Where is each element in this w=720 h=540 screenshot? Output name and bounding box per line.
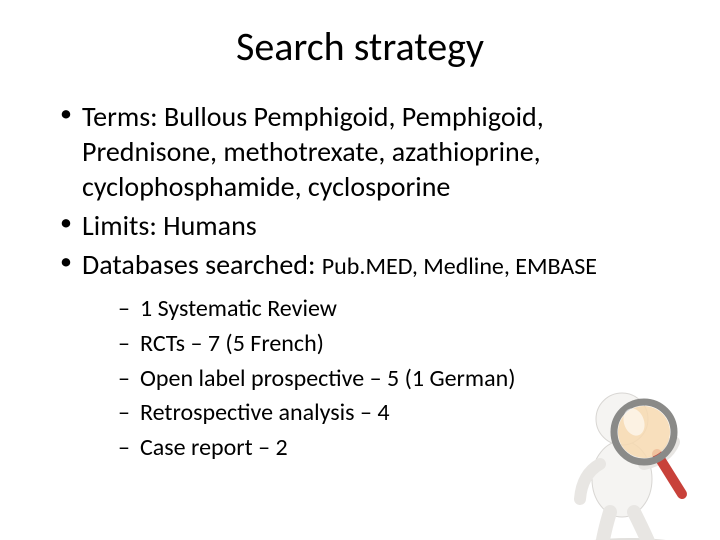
bullet-terms: Terms: Bullous Pemphigoid, Pemphigoid, P… — [60, 99, 684, 204]
slide: Search strategy Terms: Bullous Pemphigoi… — [0, 22, 720, 540]
sub-bullet: Case report – 2 — [118, 431, 684, 466]
sub-bullet: Open label prospective – 5 (1 German) — [118, 362, 684, 397]
sub-bullet: 1 Systematic Review — [118, 292, 684, 327]
figure-leg-left-icon — [602, 512, 610, 540]
bullet-limits: Limits: Humans — [60, 208, 684, 243]
bullet-text: Terms: Bullous Pemphigoid, Pemphigoid, P… — [82, 99, 544, 204]
figure-leg-right-icon — [634, 512, 650, 540]
slide-title: Search strategy — [0, 22, 720, 71]
bullet-databases: Databases searched: Pub.MED, Medline, EM… — [60, 247, 684, 466]
sub-bullet-list: 1 Systematic Review RCTs – 7 (5 French) … — [82, 292, 684, 466]
sub-bullet-text: Retrospective analysis – 4 — [140, 398, 390, 427]
sub-bullet-text: Case report – 2 — [140, 433, 288, 462]
figure-arm-left-icon — [580, 464, 600, 499]
bullet-detail: Pub.MED, Medline, EMBASE — [322, 252, 597, 281]
main-bullet-list: Terms: Bullous Pemphigoid, Pemphigoid, P… — [0, 99, 720, 466]
sub-bullet: Retrospective analysis – 4 — [118, 396, 684, 431]
bullet-label: Databases searched: — [82, 247, 322, 282]
sub-bullet-text: 1 Systematic Review — [140, 294, 337, 323]
sub-bullet: RCTs – 7 (5 French) — [118, 327, 684, 362]
sub-bullet-text: RCTs – 7 (5 French) — [140, 329, 324, 358]
sub-bullet-text: Open label prospective – 5 (1 German) — [140, 364, 515, 393]
bullet-text: Limits: Humans — [82, 208, 257, 243]
